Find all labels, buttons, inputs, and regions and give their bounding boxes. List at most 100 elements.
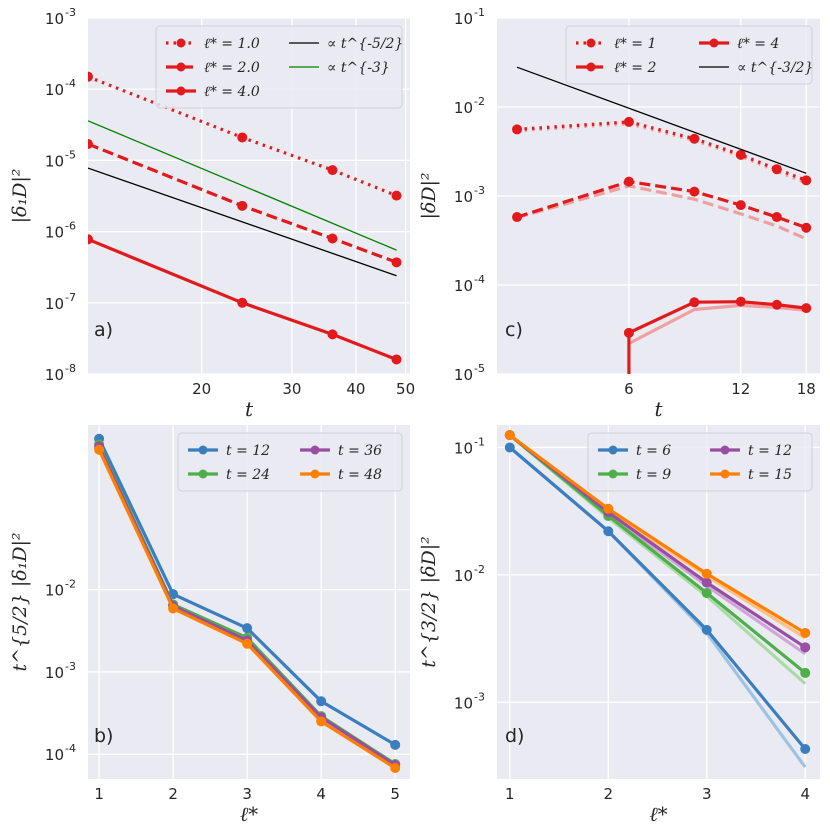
y-tick-label: 10	[45, 10, 64, 28]
series-0	[504, 442, 811, 754]
legend-frame	[177, 432, 403, 492]
y-tick-label: 10	[454, 99, 473, 117]
y-tick-exponent: -6	[65, 220, 76, 233]
data-point	[88, 234, 93, 245]
series-3	[94, 444, 401, 774]
data-point	[512, 212, 523, 223]
x-axis-label: t	[654, 397, 663, 421]
data-point	[735, 149, 746, 160]
series-1	[512, 176, 812, 233]
data-point	[603, 526, 614, 537]
panel-2: 1 2 3 4 510-410-310 -2ℓ*t^{5/2} |δ₁D|²b)t = 1…	[9, 425, 410, 826]
series-1	[88, 138, 402, 268]
data-point	[237, 200, 248, 211]
x-tick-label: 4	[800, 785, 810, 803]
panel-tag: a)	[94, 319, 113, 341]
legend-frame	[155, 25, 403, 109]
data-point	[689, 133, 700, 144]
y-tick-label: 10	[45, 582, 64, 600]
data-point	[623, 116, 634, 127]
y-tick-label: 10	[45, 366, 64, 384]
data-point	[242, 623, 253, 634]
y-tick-exponent: -1	[474, 435, 485, 448]
x-tick-label: 3	[242, 785, 252, 803]
legend: ℓ* = 1 ℓ* = 2 ℓ* = 4 ∝ t^{-3/2}	[565, 25, 813, 85]
series-0	[512, 116, 812, 186]
y-axis-label: t^{3/2} |δD|²	[418, 536, 440, 667]
data-point	[603, 503, 614, 514]
legend-label: t = 24	[226, 467, 270, 483]
data-point	[771, 164, 782, 175]
legend: t = 12 t = 24 t = 36 t = 48	[177, 432, 403, 492]
y-tick-label: 10	[454, 694, 473, 712]
y-axis-label: |δD|²	[418, 172, 440, 219]
data-point	[88, 71, 93, 82]
data-point	[800, 627, 811, 638]
series-line	[508, 446, 807, 751]
y-tick-label: 10	[45, 81, 64, 99]
legend-label: ℓ* = 4.0	[204, 84, 260, 100]
x-axis-label: t	[245, 397, 254, 421]
x-tick-label: 1	[94, 785, 104, 803]
data-point	[168, 603, 179, 614]
series-line	[88, 237, 398, 361]
x-tick-label: 6	[624, 380, 634, 398]
panel-tag: b)	[94, 725, 113, 747]
data-point	[327, 233, 338, 244]
data-point	[689, 297, 700, 308]
legend-label: ℓ* = 2.0	[204, 60, 260, 76]
series-line	[88, 120, 397, 251]
legend-marker	[176, 86, 186, 96]
series-line	[516, 120, 807, 182]
data-point	[771, 212, 782, 223]
data-point	[801, 175, 812, 186]
data-point	[504, 442, 515, 453]
y-tick-label: 10	[45, 746, 64, 764]
y-tick-exponent: -7	[65, 291, 76, 304]
data-point	[801, 222, 812, 233]
series-2	[623, 296, 812, 338]
y-tick-label: 10	[45, 152, 64, 170]
legend-marker	[720, 469, 730, 479]
legend-label: ℓ* = 1.0	[204, 36, 260, 52]
legend-marker	[310, 469, 320, 479]
legend-marker	[709, 38, 719, 48]
y-tick-exponent: -2	[474, 563, 485, 576]
data-point	[735, 296, 746, 307]
y-tick-label: 10	[45, 664, 64, 682]
legend-label: t = 9	[636, 467, 671, 483]
legend-label: t = 15	[748, 467, 792, 483]
legend-marker	[608, 445, 618, 455]
legend-label: ℓ* = 2	[614, 60, 656, 76]
x-tick-label: 1	[505, 785, 515, 803]
panel-3: 1 2 3 410-310-210 -1ℓ*t^{3/2} |δD|²d)t = 6t …	[418, 425, 820, 826]
legend-label: ℓ* = 1	[614, 36, 656, 52]
series-line	[88, 142, 398, 264]
legend-marker	[198, 445, 208, 455]
y-tick-exponent: -3	[474, 184, 485, 197]
data-point	[800, 743, 811, 754]
data-point	[800, 667, 811, 678]
series-line	[516, 180, 807, 230]
data-point	[701, 577, 712, 588]
data-point	[237, 132, 248, 143]
series-line	[516, 184, 807, 241]
data-point	[88, 138, 93, 149]
data-point	[800, 642, 811, 653]
y-tick-exponent: -3	[65, 660, 76, 673]
legend-label: t = 48	[338, 467, 382, 483]
x-tick-label: 3	[702, 785, 712, 803]
x-tick-label: 20	[192, 380, 211, 398]
data-point	[391, 257, 402, 268]
x-tick-label: 50	[396, 380, 415, 398]
series-3	[516, 66, 807, 174]
x-tick-label: 18	[797, 380, 816, 398]
series-2	[88, 234, 402, 365]
legend-label: ℓ* = 4	[737, 36, 779, 52]
y-tick-exponent: -3	[474, 690, 485, 703]
data-point	[390, 739, 401, 750]
y-tick-label: 10	[45, 224, 64, 242]
